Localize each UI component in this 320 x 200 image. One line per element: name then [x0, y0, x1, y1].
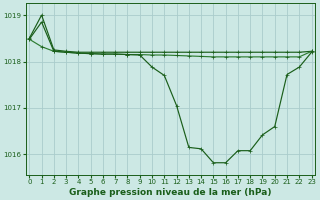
X-axis label: Graphe pression niveau de la mer (hPa): Graphe pression niveau de la mer (hPa): [69, 188, 272, 197]
